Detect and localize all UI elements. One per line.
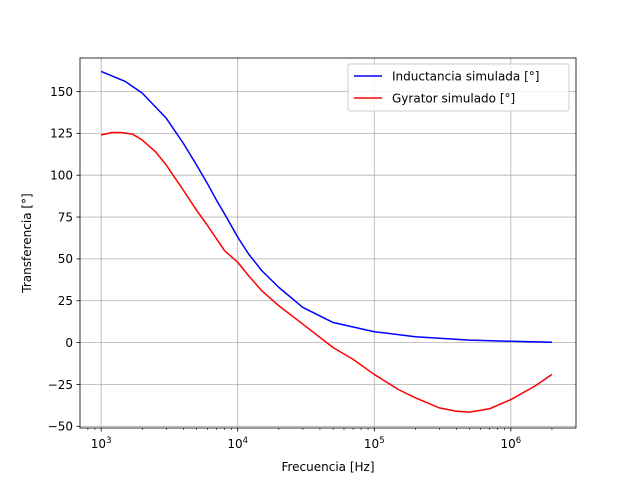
- y-tick-label: 0: [65, 336, 73, 350]
- x-axis-label: Frecuencia [Hz]: [281, 460, 374, 474]
- legend: Inductancia simulada [°] Gyrator simulado…: [347, 63, 570, 112]
- y-tick-label: 25: [58, 294, 73, 308]
- plot-frame: [79, 57, 577, 429]
- y-tick-label: −50: [48, 420, 73, 434]
- y-tick-label: 100: [50, 168, 73, 182]
- series-lines: [100, 70, 553, 413]
- x-tick-label: 104: [227, 436, 248, 451]
- series-line: [100, 70, 552, 344]
- grid: [80, 58, 576, 428]
- y-axis-label: Transferencia [°]: [20, 193, 34, 293]
- x-tick-label: 103: [91, 436, 112, 451]
- y-tick-label: 125: [50, 127, 73, 141]
- y-tick-label: 75: [58, 210, 73, 224]
- y-tick-label: −25: [48, 378, 73, 392]
- axis-ticks: −50 −25 0 25 50 75 100 125 150 103 104 105 106: [48, 85, 553, 451]
- legend-label: Inductancia simulada [°]: [392, 69, 539, 83]
- legend-box: [347, 63, 570, 112]
- x-tick-label: 105: [364, 436, 385, 451]
- series-line: [100, 131, 553, 413]
- y-tick-label: 50: [58, 252, 73, 266]
- x-tick-label: 106: [500, 436, 521, 451]
- legend-label: Gyrator simulado [°]: [392, 91, 515, 105]
- y-tick-label: 150: [50, 85, 73, 99]
